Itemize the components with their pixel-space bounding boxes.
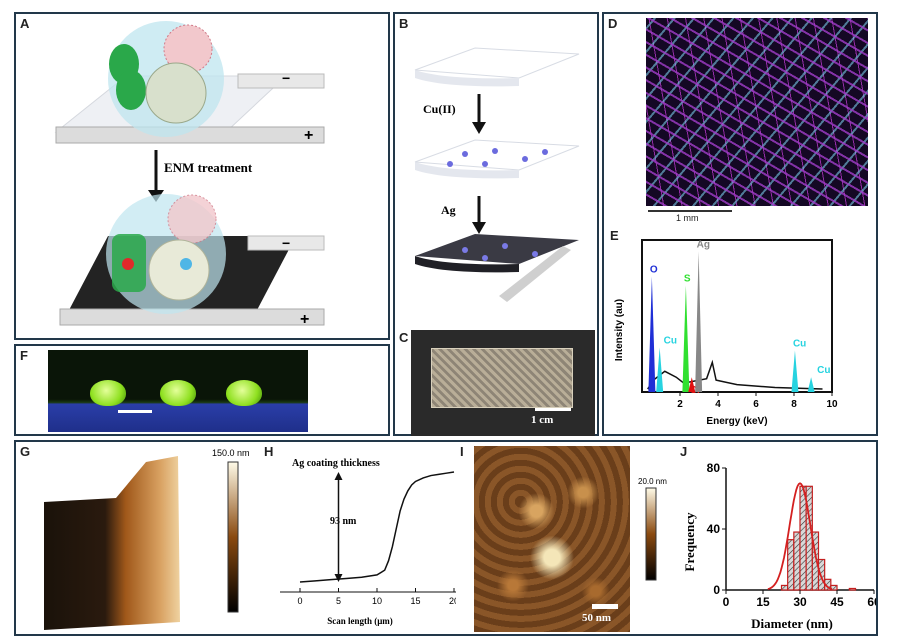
eds-peak [695, 251, 703, 392]
scale-label-i: 50 nm [582, 612, 612, 624]
j-xlabel: Diameter (nm) [751, 616, 833, 631]
eds-peak [791, 350, 799, 392]
eds-peak-label: Cu [664, 336, 677, 347]
eds-xtick-label: 2 [677, 399, 683, 410]
electrode-plus-bottom: + [300, 311, 309, 328]
scale-label-c: 1 cm [531, 414, 554, 426]
eds-map-image [646, 18, 868, 206]
h-xtick-label: 0 [297, 596, 302, 606]
droplet [90, 380, 126, 406]
eds-peak [807, 377, 815, 392]
eds-xtick-label: 10 [826, 399, 838, 410]
panel-label-g: G [20, 444, 31, 459]
scale-bar-d [648, 210, 732, 212]
colorbar-g [227, 461, 239, 613]
h-xtick-label: 10 [372, 596, 382, 606]
eds-ylabel: Intensity (au) [614, 299, 625, 361]
j-ylabel: Frequency [682, 512, 697, 571]
panel-label-e: E [610, 228, 619, 243]
enm-treatment-label: ENM treatment [164, 160, 253, 175]
eds-plot-frame [641, 239, 833, 393]
eds-peak [648, 276, 656, 392]
eds-xtick-label: 8 [791, 399, 797, 410]
scale-bar-f [118, 410, 152, 413]
eds-peak-label: Ag [697, 239, 710, 250]
h-xtick-label: 20 [449, 596, 456, 606]
panel-label-i: I [460, 444, 464, 459]
histogram-bar [793, 531, 801, 591]
histogram-bar [787, 539, 795, 591]
j-xtick-label: 15 [756, 595, 770, 609]
gaussian-fit-line [767, 482, 833, 590]
eds-xtick-label: 4 [715, 399, 721, 410]
scale-bar-c [535, 408, 571, 411]
j-xtick-label: 0 [723, 595, 730, 609]
histogram-bar [799, 485, 807, 591]
panel-label-d: D [608, 16, 618, 31]
eds-peak [656, 347, 664, 392]
scale-bar-i [592, 604, 618, 609]
colorbar-i [645, 487, 657, 581]
electrode-minus-bottom: − [282, 235, 290, 251]
ag-step-label: Ag [441, 203, 456, 217]
h-arrow-head-bottom [334, 574, 343, 582]
eds-peak-label: S [684, 273, 691, 284]
h-xtick-label: 5 [336, 596, 341, 606]
panel-label-h: H [264, 444, 274, 459]
j-xtick-label: 45 [830, 595, 844, 609]
cu-step-label: Cu(II) [423, 102, 456, 116]
j-ytick-label: 80 [707, 461, 721, 475]
j-ytick-label: 40 [707, 522, 721, 536]
h-profile-line [299, 471, 455, 583]
h-annotation: Ag coating thickness [292, 458, 380, 469]
panel-label-b: B [399, 16, 409, 31]
histogram-bar [817, 558, 826, 591]
panel-label-a: A [20, 16, 30, 31]
droplet [226, 380, 262, 406]
eds-peak-label: O [650, 265, 658, 276]
eds-peak-label: Cu [793, 339, 806, 350]
photo-panel-c: 1 cm [411, 330, 595, 436]
j-xtick-label: 30 [793, 595, 807, 609]
j-xtick-label: 60 [867, 595, 876, 609]
panel-label-f: F [20, 348, 28, 363]
panel-f: F [14, 344, 390, 436]
panel-label-j: J [680, 444, 688, 459]
eds-peak [682, 285, 690, 392]
h-arrow-head-top [334, 472, 343, 480]
histogram-bar [780, 584, 789, 591]
diameter-histogram: Frequency Diameter (nm) 0 15 30 45 60 0 40 80 [682, 461, 876, 631]
colorbar-i-panel: 20.0 nm [638, 477, 667, 581]
panel-b-illustration: Cu(II) Ag [414, 47, 580, 302]
histogram-bar [848, 587, 857, 591]
fluorescence-photo [48, 350, 308, 432]
colorbar-i-max: 20.0 nm [638, 477, 667, 486]
eds-peak-label: Cu [817, 365, 830, 376]
colorbar-g-max: 150.0 nm [212, 448, 250, 458]
eds-xlabel: Energy (keV) [706, 416, 767, 427]
panel-a: A − + ENM treatment − + [14, 12, 390, 340]
h-xtick-label: 15 [410, 596, 420, 606]
scale-label-d: 1 mm [676, 213, 699, 223]
eds-peak [688, 377, 696, 392]
histogram-bar [830, 584, 838, 591]
afm-3d-panel-g: 150.0 nm [44, 448, 250, 630]
panel-ghij: G H I J 150.0 nm Ag coating thickness 93… [14, 440, 878, 636]
panel-label-c: C [399, 330, 409, 345]
electrode-minus-top: − [282, 70, 290, 86]
electrode-plus-top: + [304, 127, 313, 144]
coated-fabric [431, 348, 573, 408]
eds-spectrum-chart: Intensity (au) Energy (keV) O Cu S Cl Ag Cu Cu… [614, 239, 838, 427]
h-thickness-label: 93 nm [330, 516, 357, 527]
panel-a-illustration: − + ENM treatment − + [54, 21, 325, 328]
h-xlabel: Scan length (μm) [327, 616, 393, 626]
eds-xtick-label: 6 [753, 399, 759, 410]
afm-topography-image: 50 nm [474, 446, 630, 632]
eds-peak-label: Cl [690, 385, 700, 396]
droplet [160, 380, 196, 406]
thickness-profile-chart: Ag coating thickness 93 nm Scan length (… [280, 458, 456, 626]
panel-d: D 1 mm E Intensity (au) Energy (keV) O Cu… [602, 12, 878, 436]
j-ytick-label: 0 [713, 583, 720, 597]
panel-b: B Cu(II) Ag C 1 cm [393, 12, 599, 436]
